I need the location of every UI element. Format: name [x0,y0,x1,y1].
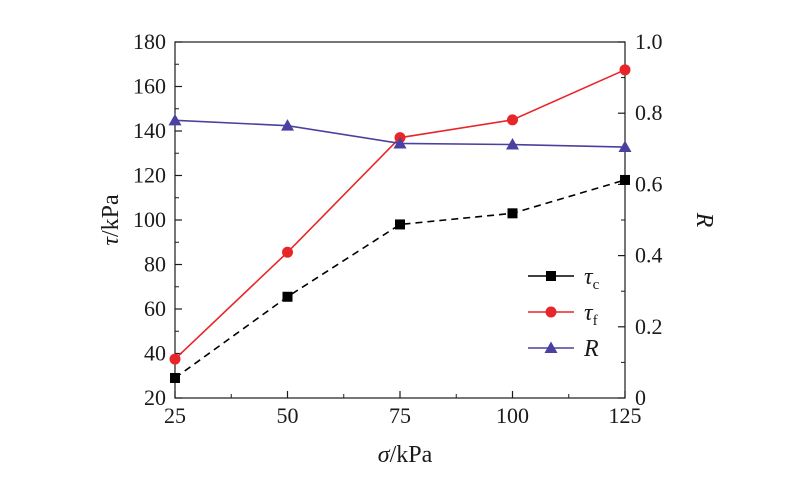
y-left-tick-label: 120 [133,163,166,188]
x-tick-label: 125 [609,403,642,428]
legend-label-sub: f [593,313,598,329]
data-point [170,372,180,383]
legend-marker [546,271,556,281]
data-point [620,174,630,185]
data-point [506,138,519,150]
y-left-axis-symbol: τ [98,236,124,246]
legend-item-r: R [528,336,599,362]
legend-item-f: τf [528,300,598,329]
legend-label-main: τ [584,300,594,326]
data-point [281,119,294,131]
y-left-tick-label: 60 [144,296,166,321]
y-right-tick-label: 0.6 [635,171,663,196]
data-point [393,136,407,149]
data-point [395,219,405,230]
legend-label-sub: c [593,277,600,293]
data-point [168,113,182,126]
y-left-tick-label: 80 [144,252,166,277]
x-axis-unit: /kPa [390,442,433,468]
legend-label: τf [584,300,598,329]
y-left-tick-label: 40 [144,341,166,366]
data-point [507,114,518,126]
series-line [174,69,626,360]
x-tick-label: 75 [389,403,411,428]
y-left-axis-title: τ/kPa [98,194,124,246]
y-left-tick-label: 160 [133,74,166,99]
data-point [282,246,293,258]
data-point [619,64,631,76]
series-layer [168,64,632,383]
legend-marker [544,341,558,353]
data-point [618,140,632,153]
x-axis-symbol: σ [378,442,391,468]
tick-labels: 25 50 75 100 125 20 40 60 80 100 120 140 160 180 0 0.2 0… [133,29,663,428]
y-left-tick-label: 140 [133,118,166,143]
series-r [168,113,632,153]
y-left-tick-label: 100 [133,207,166,232]
y-right-axis-title: R [691,212,717,228]
x-tick-label: 50 [277,403,299,428]
legend-label: τc [584,264,600,293]
y-left-axis-unit: /kPa [98,194,124,237]
y-right-tick-label: 0.8 [635,100,663,125]
series-c [170,174,630,383]
x-axis-title: σ/kPa [378,442,433,468]
y-left-tick-label: 20 [144,385,166,410]
y-right-tick-label: 0.2 [635,314,663,339]
legend-marker [545,306,557,318]
y-right-tick-label: 1.0 [635,29,663,54]
legend-item-c: τc [528,264,600,293]
x-tick-label: 100 [496,403,529,428]
ticks [174,41,626,399]
data-point [507,208,518,219]
legend-label-main: R [583,336,599,362]
legend-label-main: τ [584,264,594,290]
series-line [174,179,626,379]
y-right-tick-label: 0 [635,385,646,410]
x-tick-label: 25 [164,403,186,428]
legend-label: R [583,336,599,362]
y-left-tick-label: 180 [133,29,166,54]
data-point [169,353,181,365]
y-right-tick-label: 0.4 [635,243,663,268]
data-point [282,291,293,302]
series-f [169,64,631,365]
